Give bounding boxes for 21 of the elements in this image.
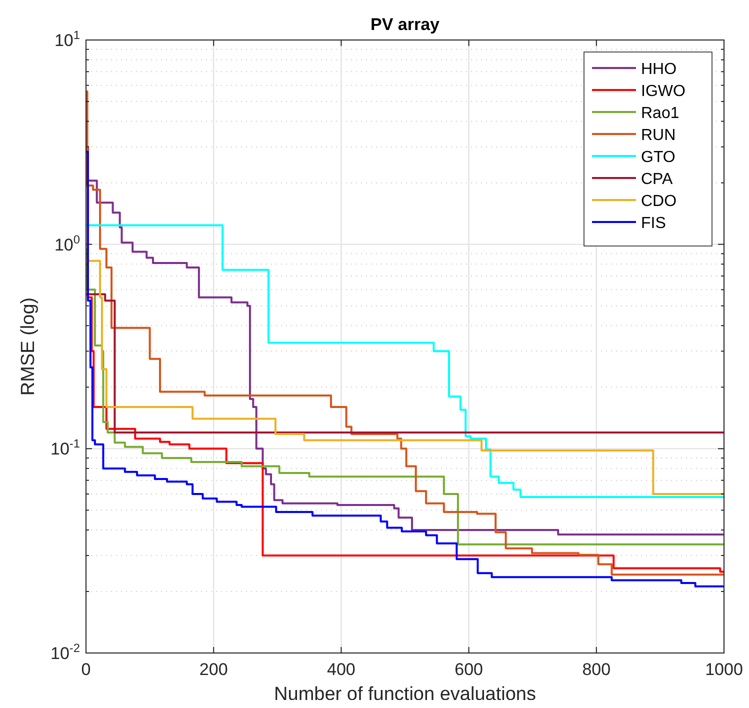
y-tick-label: 10$^{1}$ [54,28,80,50]
y-axis-title: RMSE (log) [18,297,39,396]
legend-label: FIS [641,215,666,232]
x-tick-label: 0 [81,660,91,679]
legend-label: IGWO [641,83,686,100]
legend-label: CPA [641,171,674,188]
chart-title: PV array [370,15,440,34]
x-tick-label: 200 [199,660,228,679]
y-tick-label: 10$^{0}$ [54,232,80,254]
legend-label: Rao1 [641,105,680,122]
legend-label: RUN [641,127,676,144]
x-tick-label: 600 [454,660,483,679]
legend-label: CDO [641,193,677,210]
legend-label: HHO [641,61,677,78]
y-tick-label: 10$^{-1}$ [50,436,80,459]
x-axis-title: Number of function evaluations [274,684,536,705]
legend-label: GTO [641,149,676,166]
x-tick-label: 400 [327,660,356,679]
x-tick-label: 800 [582,660,611,679]
y-tick-label: 10$^{-2}$ [50,641,80,663]
x-tick-label: 1000 [705,660,743,679]
